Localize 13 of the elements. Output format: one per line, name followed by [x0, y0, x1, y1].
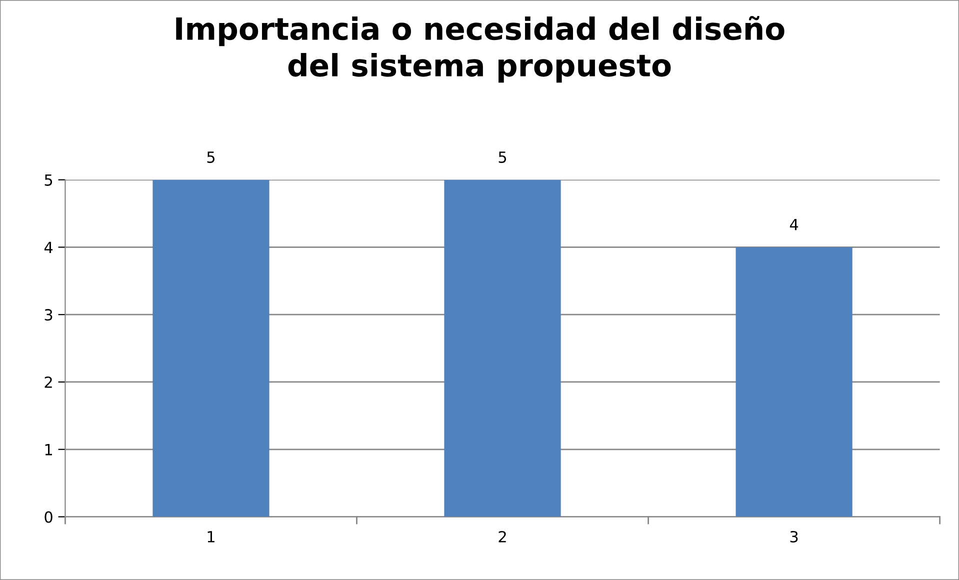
data-label: 5 [207, 152, 215, 163]
data-label: 4 [790, 218, 798, 230]
x-tick-label: 1 [208, 531, 214, 542]
y-tick-label: 4 [44, 242, 53, 253]
data-label: 5 [498, 152, 506, 163]
y-tick-label: 2 [44, 376, 52, 388]
y-tick-label: 3 [44, 309, 52, 321]
x-tick-label: 3 [790, 530, 798, 542]
chart-title: Importancia o necesidad del diseño del sistema propuesto [176, 16, 784, 83]
y-tick-label: 5 [44, 174, 52, 186]
x-tick-label: 2 [498, 530, 506, 542]
y-tick-label: 0 [44, 511, 52, 523]
y-tick-label: 1 [45, 444, 52, 456]
